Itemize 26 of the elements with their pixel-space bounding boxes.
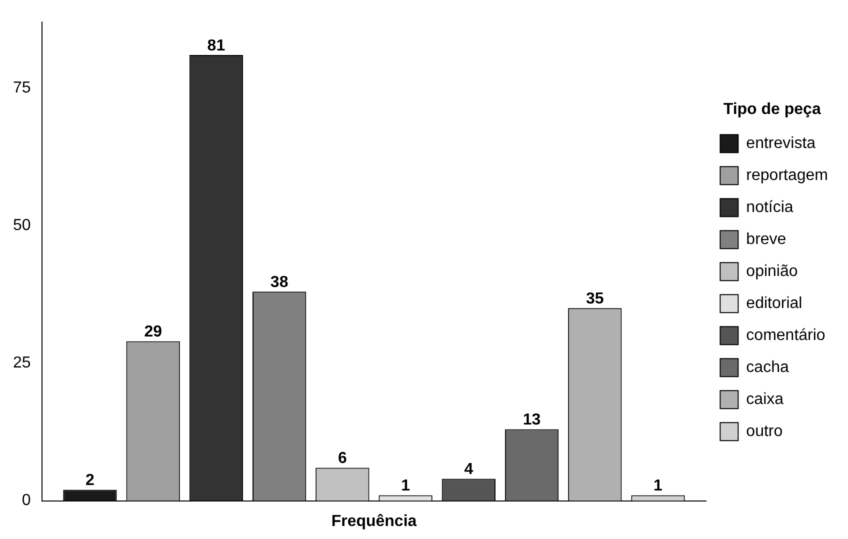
legend-label: editorial <box>746 295 802 312</box>
data-label: 4 <box>464 461 474 478</box>
legend-label: entrevista <box>746 135 816 152</box>
legend-label: caixa <box>746 391 784 408</box>
y-tick-label: 0 <box>22 492 31 510</box>
data-label: 2 <box>86 472 95 490</box>
y-tick-label: 75 <box>13 79 31 96</box>
legend-label: notícia <box>746 199 794 216</box>
y-tick-label: 25 <box>13 354 31 372</box>
data-label: 29 <box>144 324 162 341</box>
data-label: 38 <box>270 274 288 292</box>
legend-label: breve <box>746 231 786 248</box>
data-label: 13 <box>522 412 541 429</box>
data-label: 81 <box>207 37 226 54</box>
data-label: 1 <box>654 478 663 495</box>
legend-title: Tipo de peça <box>723 100 821 118</box>
legend-label: outro <box>746 423 783 440</box>
legend-label: cacha <box>746 359 789 376</box>
data-label: 6 <box>338 450 347 468</box>
legend-label: opinião <box>746 263 798 280</box>
x-tick-label: Frequência <box>331 512 417 530</box>
legend-label: comentário <box>746 327 826 344</box>
data-label: 1 <box>401 478 410 495</box>
data-label: 35 <box>586 290 604 308</box>
legend-label: reportagem <box>746 167 828 184</box>
y-tick-label: 50 <box>13 217 31 234</box>
